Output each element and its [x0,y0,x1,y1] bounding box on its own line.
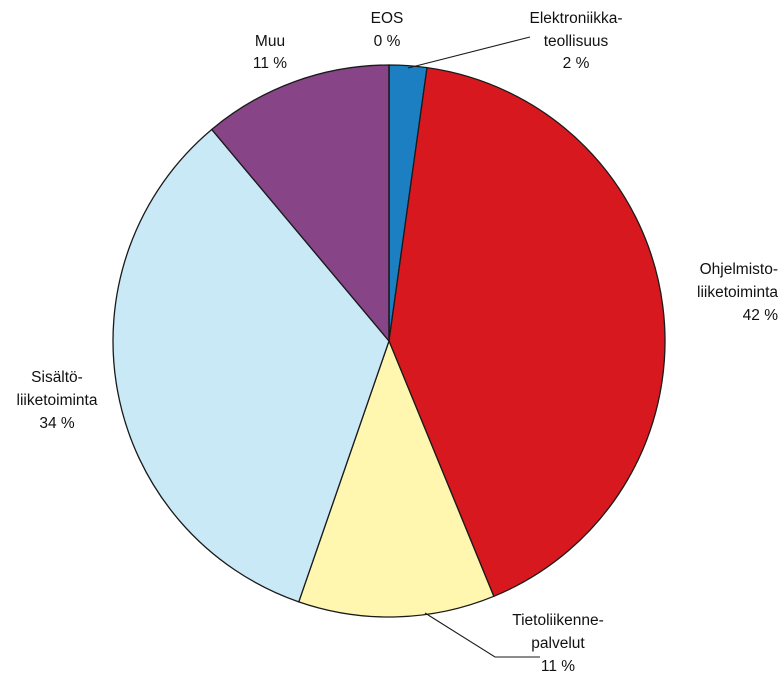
slice-value-elektroniikka: 2 % [563,55,590,72]
leader-line-elektroniikka [407,36,531,69]
slice-label-muu: Muu [255,33,285,50]
slice-label-ohjelmisto-line1: Ohjelmisto- [700,261,778,278]
slice-label-ohjelmisto-line2: liiketoiminta [697,284,778,301]
slice-value-ohjelmisto: 42 % [743,307,779,324]
leader-line-tietoliikenne [424,612,540,658]
slice-value-eos: 0 % [374,33,401,50]
slice-label-tietoliikenne-line2: palvelut [531,635,585,652]
slice-label-elektroniikka-line1: Elektroniikka- [529,10,622,27]
slice-label-sisalto-line1: Sisältö- [31,369,83,386]
pie-slices [112,64,666,618]
pie-labels: Elektroniikka- teollisuus 2 % Ohjelmisto… [17,10,779,675]
slice-label-elektroniikka-line2: teollisuus [544,33,609,50]
pie-slice-muu [210,64,390,343]
slice-value-muu: 11 % [253,55,287,72]
slice-value-tietoliikenne: 11 % [541,658,575,675]
slice-label-tietoliikenne-line1: Tietoliikenne- [512,612,604,629]
pie-slice-sisalto [112,128,390,603]
slice-label-eos: EOS [371,10,404,27]
leader-lines [407,36,540,658]
pie-slice-tietoliikenne [297,339,495,618]
pie-slice-ohjelmisto [388,66,666,598]
slice-label-sisalto-line2: liiketoiminta [17,392,98,409]
slice-value-sisalto: 34 % [39,415,75,432]
